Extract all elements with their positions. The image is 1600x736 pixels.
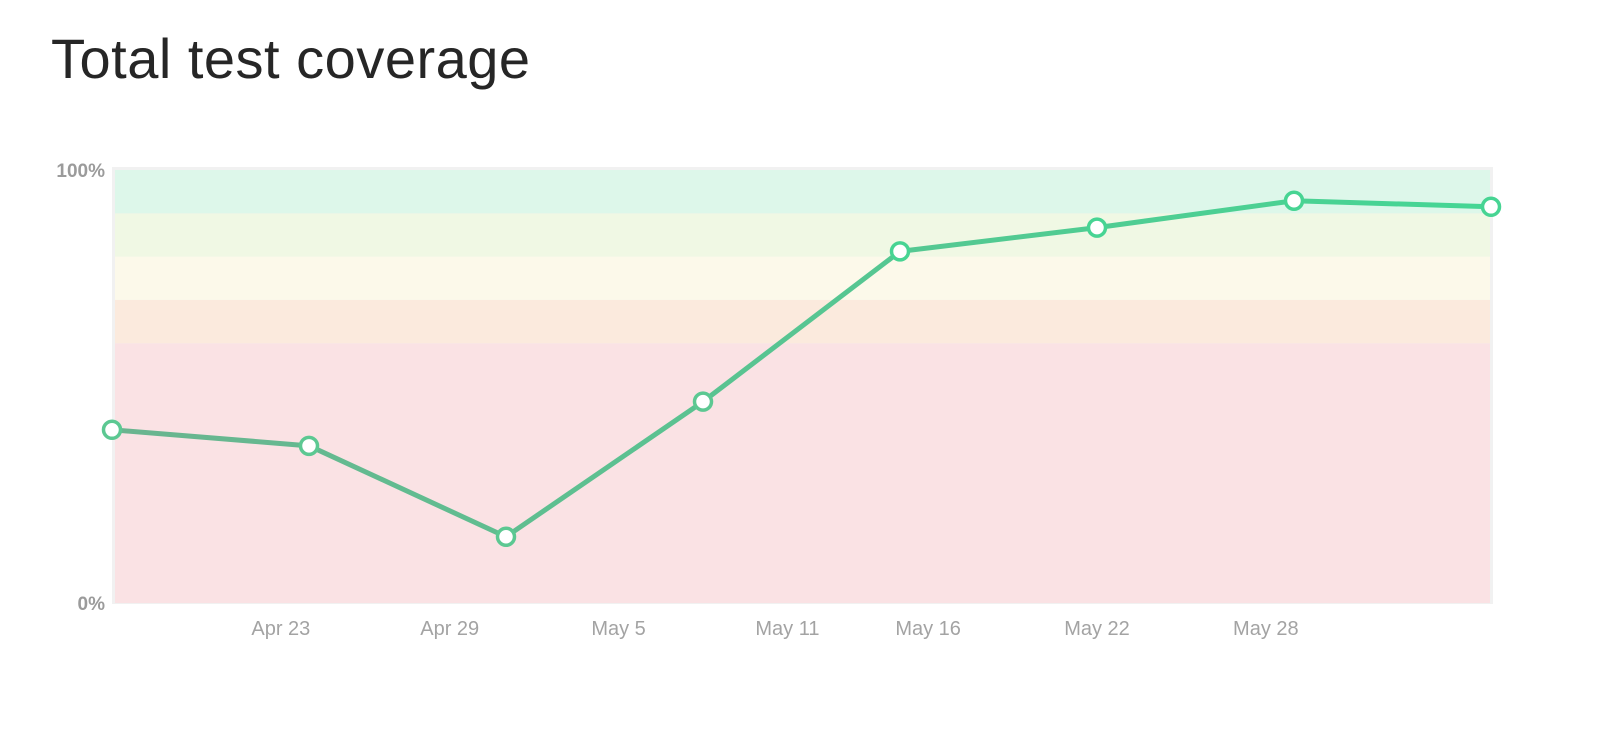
chart-title: Total test coverage bbox=[51, 27, 531, 90]
x-tick-label: May 16 bbox=[895, 618, 961, 640]
x-tick-label: May 22 bbox=[1064, 618, 1130, 640]
data-point[interactable] bbox=[298, 435, 320, 457]
x-axis-labels: Apr 23 Apr 29 May 5 May 11 May 16 May 22 May 2… bbox=[251, 618, 1298, 640]
x-tick-label: Apr 29 bbox=[420, 618, 479, 640]
coverage-band-4 bbox=[115, 170, 1490, 214]
y-axis-labels: 100% 0% bbox=[56, 161, 105, 615]
data-point[interactable] bbox=[889, 241, 911, 262]
coverage-band-2 bbox=[115, 256, 1490, 300]
x-tick-label: Apr 23 bbox=[251, 618, 310, 640]
y-tick-min: 0% bbox=[78, 594, 106, 615]
coverage-band-3 bbox=[115, 213, 1490, 257]
x-tick-label: May 28 bbox=[1233, 618, 1299, 640]
data-point[interactable] bbox=[692, 391, 714, 412]
data-point[interactable] bbox=[101, 419, 123, 441]
coverage-band-1 bbox=[115, 299, 1490, 344]
series-group bbox=[101, 190, 1502, 548]
y-tick-max: 100% bbox=[56, 161, 105, 182]
coverage-band-0 bbox=[115, 343, 1490, 603]
series-line bbox=[109, 198, 1494, 540]
x-tick-label: May 11 bbox=[755, 618, 819, 640]
x-tick-label: May 5 bbox=[591, 618, 645, 640]
data-point[interactable] bbox=[1086, 217, 1108, 238]
data-point[interactable] bbox=[1283, 190, 1305, 211]
data-point[interactable] bbox=[1480, 196, 1502, 218]
data-point[interactable] bbox=[495, 526, 517, 548]
coverage-bands bbox=[112, 167, 1493, 604]
